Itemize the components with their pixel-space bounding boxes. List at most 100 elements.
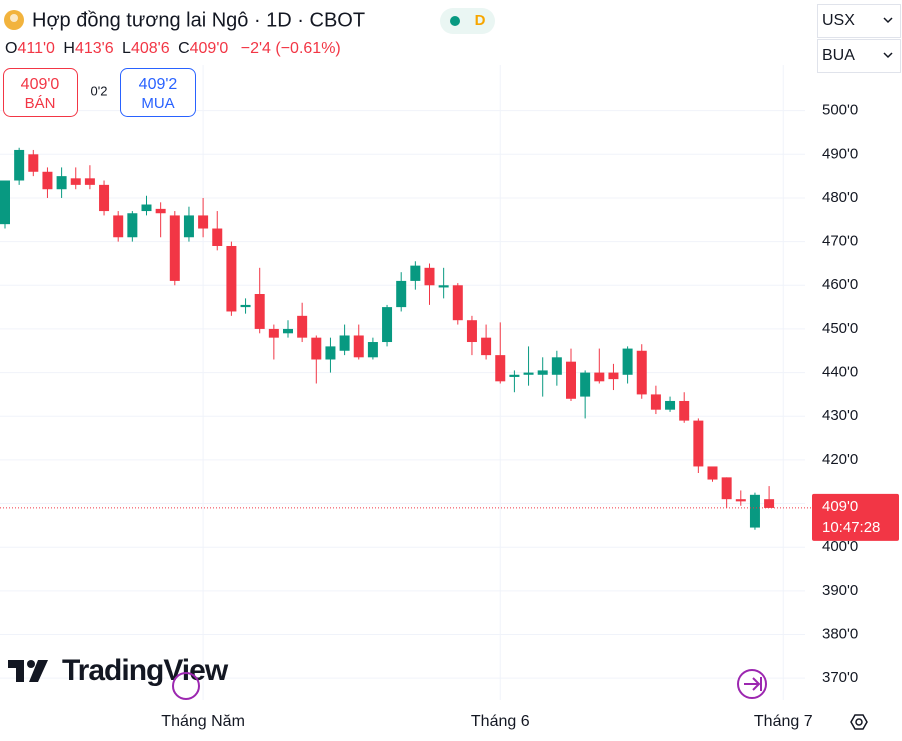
candle-body — [14, 149, 25, 181]
candle-body — [297, 315, 308, 338]
candle-body — [339, 335, 350, 351]
candle-body — [325, 346, 336, 360]
candle-body — [42, 171, 53, 190]
status-dot — [450, 16, 460, 26]
candle-body — [113, 215, 124, 238]
sell-label: BÁN — [25, 95, 56, 112]
chevron — [883, 52, 893, 59]
candle-body — [735, 499, 746, 502]
candle-body — [636, 350, 647, 395]
candle-body — [396, 280, 407, 308]
candle-body — [70, 178, 81, 185]
candle-body — [481, 337, 492, 356]
y-tick-label: 400'0 — [822, 538, 858, 555]
badge-letter: D — [475, 12, 486, 29]
candle-body — [707, 466, 718, 480]
ohlc-value: 409'0 — [190, 40, 229, 57]
y-tick-label: 450'0 — [822, 320, 858, 337]
ohlc-line: O411'0 H413'6 L408'6 C409'0 −2'4 (−0.61%… — [5, 40, 341, 57]
candle-body — [594, 372, 605, 382]
ohlc-key: L — [122, 40, 131, 57]
y-tick-label: 480'0 — [822, 189, 858, 206]
buy-price: 409'2 — [139, 76, 178, 93]
logo-mark — [8, 660, 24, 682]
candle-body — [566, 361, 576, 399]
candle-body — [410, 265, 421, 281]
candle-body — [495, 355, 506, 382]
candle-body — [84, 178, 95, 185]
gear-icon — [850, 714, 868, 730]
ohlc-key: O — [5, 40, 17, 57]
y-tick-label: 380'0 — [822, 625, 858, 642]
scroll-icon — [744, 677, 762, 691]
x-tick-label: Tháng 7 — [754, 713, 813, 730]
change: −2'4 (−0.61%) — [241, 40, 341, 57]
candle-body — [382, 307, 393, 343]
candle-body — [622, 348, 633, 375]
candle-body — [452, 285, 463, 321]
candle-body — [141, 204, 152, 212]
candle-body — [537, 370, 548, 375]
candle-body — [551, 357, 562, 375]
ohlc-key: H — [63, 40, 75, 57]
last-price-badge — [812, 493, 899, 541]
candle-body — [311, 337, 322, 360]
candle-body — [240, 304, 251, 308]
y-tick-label: 500'0 — [822, 102, 858, 119]
buy-button[interactable] — [120, 68, 196, 117]
ohlc-key: C — [178, 40, 190, 57]
y-tick-label: 490'0 — [822, 145, 858, 162]
candle-body — [665, 400, 676, 410]
symbol-title: Hợp đồng tương lai Ngô · 1D · CBOT — [32, 9, 365, 31]
buy-label: MUA — [141, 95, 174, 112]
settings-button[interactable] — [850, 714, 868, 730]
logo: TradingView — [8, 654, 230, 687]
candle-body — [212, 228, 223, 246]
candle-body — [693, 420, 704, 467]
candle-body — [523, 372, 534, 375]
candle-body — [0, 180, 10, 225]
y-tick-label: 370'0 — [822, 669, 858, 686]
candle-body — [650, 394, 661, 410]
candle-body — [721, 477, 732, 500]
candle-body — [268, 328, 279, 338]
candle-body — [198, 215, 209, 229]
logo-mark — [29, 660, 48, 682]
candle-body — [226, 245, 237, 312]
candles — [0, 147, 775, 530]
candle-body — [438, 285, 449, 288]
candle-body — [56, 176, 67, 190]
spread: 0'2 — [91, 83, 108, 98]
last-price-label: 409'0 — [822, 498, 858, 515]
candle-body — [353, 335, 364, 358]
status-badge — [440, 8, 495, 34]
candle-body — [608, 372, 619, 380]
ohlc-value: 411'0 — [17, 40, 55, 57]
candle-body — [466, 320, 477, 343]
candle-body — [183, 215, 194, 238]
candle-body — [764, 499, 775, 508]
sell-button[interactable] — [3, 68, 78, 117]
chevron — [883, 17, 893, 24]
candle-body — [367, 342, 378, 358]
candle-body — [509, 374, 520, 377]
candle-body — [169, 215, 180, 281]
logo-text: TradingView — [62, 654, 229, 687]
y-tick-label: 390'0 — [822, 582, 858, 599]
ohlc-value: 408'6 — [131, 40, 170, 57]
x-tick-label: Tháng 6 — [471, 713, 530, 730]
symbol-icon-detail — [10, 14, 18, 22]
gear-icon — [855, 718, 863, 726]
nav-button[interactable] — [172, 672, 200, 700]
y-tick-label: 420'0 — [822, 451, 858, 468]
candle-body — [580, 372, 591, 397]
candle-body — [155, 208, 166, 214]
candle-body — [749, 494, 760, 528]
y-tick-label: 430'0 — [822, 407, 858, 424]
candle-body — [99, 184, 110, 212]
y-tick-label: 440'0 — [822, 364, 858, 381]
candle-body — [679, 400, 690, 421]
y-tick-label: 470'0 — [822, 233, 858, 250]
